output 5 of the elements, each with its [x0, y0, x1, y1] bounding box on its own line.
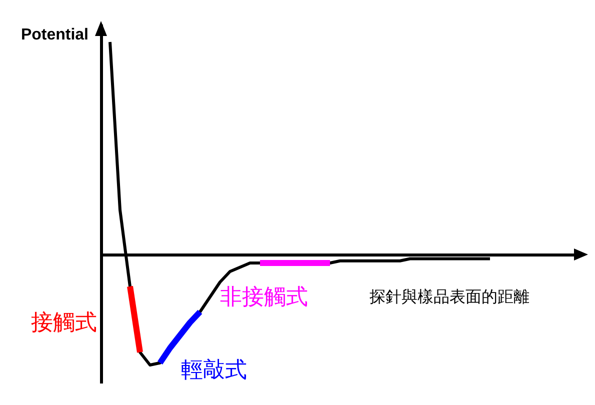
series-label: 非接觸式 — [220, 285, 308, 310]
y-axis-title: Potential — [20, 26, 88, 44]
x-axis-title: 探針與樣品表面的距離 — [370, 287, 530, 306]
series-label: 輕敲式 — [181, 358, 247, 383]
series-label: 接觸式 — [31, 310, 97, 336]
